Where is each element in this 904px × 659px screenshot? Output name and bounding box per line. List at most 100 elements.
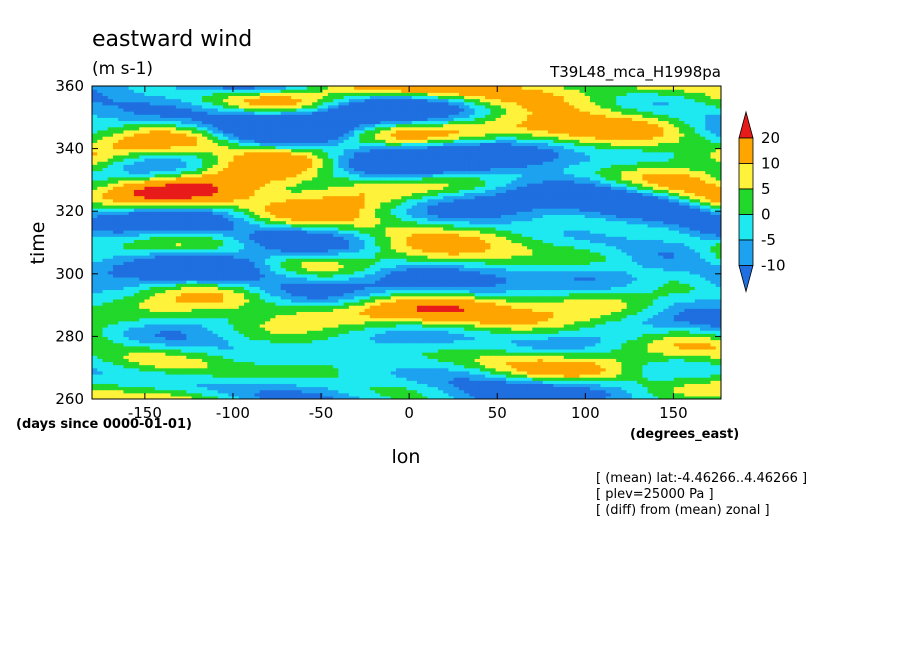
heatmap-cell (689, 320, 696, 325)
heatmap-cell (301, 301, 308, 306)
heatmap-cell (689, 377, 696, 381)
heatmap-cell (191, 392, 198, 397)
heatmap-cell (380, 392, 387, 397)
heatmap-cell (563, 323, 570, 328)
heatmap-cell (679, 383, 685, 388)
heatmap-cell (244, 389, 250, 394)
heatmap-cell (144, 295, 151, 300)
heatmap-cell (380, 327, 387, 331)
heatmap-cell (605, 386, 612, 391)
heatmap-cell (490, 333, 497, 337)
heatmap-cell (694, 358, 701, 363)
heatmap-cell (97, 301, 104, 306)
heatmap-cell (212, 383, 219, 388)
heatmap-cell (338, 383, 345, 388)
heatmap-cell (605, 308, 612, 312)
heatmap-cell (642, 333, 649, 337)
heatmap-cell (149, 370, 156, 375)
heatmap-cell (175, 320, 182, 325)
heatmap-cell (511, 392, 518, 397)
heatmap-cell (259, 380, 266, 384)
heatmap-cell (385, 377, 392, 381)
heatmap-cell (348, 395, 355, 399)
heatmap-cell (259, 361, 266, 366)
heatmap-cell (333, 370, 339, 375)
heatmap-cell (616, 395, 623, 399)
heatmap-cell (610, 348, 617, 353)
heatmap-cell (700, 383, 706, 388)
heatmap-cell (574, 298, 581, 303)
heatmap-cell (532, 308, 539, 312)
heatmap-cell (181, 380, 187, 384)
heatmap-cell (631, 301, 638, 306)
heatmap-cell (568, 352, 575, 356)
heatmap-cell (144, 348, 151, 353)
heatmap-cell (149, 305, 156, 309)
heatmap-cell (170, 314, 177, 319)
heatmap-cell (264, 392, 271, 397)
heatmap-cell (642, 364, 649, 369)
heatmap-cell (270, 373, 277, 378)
heatmap-cell (579, 383, 586, 388)
heatmap-cell (448, 298, 455, 303)
heatmap-cell (144, 389, 151, 394)
heatmap-cell (343, 320, 350, 325)
heatmap-cell (658, 395, 664, 399)
heatmap-cell (228, 395, 235, 399)
heatmap-cell (532, 383, 539, 388)
heatmap-cell (333, 364, 339, 369)
heatmap-cell (186, 380, 193, 384)
heatmap-cell (202, 373, 208, 378)
heatmap-cell (443, 395, 450, 399)
heatmap-cell (490, 367, 497, 372)
heatmap-cell (401, 339, 408, 344)
heatmap-cell (123, 320, 130, 325)
heatmap-cell (375, 308, 381, 312)
heatmap-cell (238, 364, 245, 369)
heatmap-cell (490, 364, 497, 369)
heatmap-cell (595, 392, 602, 397)
heatmap-cell (369, 361, 376, 366)
heatmap-cell (668, 314, 675, 319)
heatmap-cell (181, 367, 187, 372)
heatmap-cell (264, 323, 271, 328)
heatmap-cell (390, 386, 397, 391)
heatmap-cell (306, 364, 313, 369)
heatmap-cell (133, 380, 140, 384)
heatmap-cell (92, 305, 98, 309)
heatmap-cell (495, 367, 502, 372)
heatmap-cell (689, 336, 696, 341)
heatmap-cell (385, 355, 392, 359)
heatmap-cell (479, 342, 486, 347)
heatmap-cell (354, 314, 360, 319)
heatmap-cell (663, 370, 670, 375)
heatmap-cell (705, 352, 712, 356)
heatmap-cell (327, 367, 334, 372)
heatmap-cell (715, 386, 721, 391)
heatmap-cell (112, 345, 119, 350)
heatmap-cell (170, 311, 177, 316)
heatmap-cell (223, 370, 229, 375)
heatmap-cell (133, 373, 140, 378)
heatmap-cell (348, 380, 355, 384)
heatmap-cell (647, 348, 654, 353)
heatmap-cell (312, 327, 318, 331)
heatmap-cell (616, 358, 623, 363)
heatmap-cell (453, 358, 460, 363)
heatmap-cell (97, 308, 104, 312)
heatmap-cell (600, 336, 607, 341)
heatmap-cell (280, 314, 287, 319)
heatmap-cell (579, 317, 586, 322)
heatmap-cell (317, 336, 324, 341)
heatmap-cell (490, 358, 497, 363)
heatmap-cell (516, 336, 523, 341)
heatmap-cell (296, 352, 303, 356)
heatmap-cell (306, 295, 313, 300)
heatmap-cell (710, 370, 717, 375)
heatmap-cell (432, 345, 439, 350)
heatmap-cell (396, 330, 402, 334)
heatmap-cell (631, 361, 638, 366)
heatmap-cell (689, 373, 696, 378)
heatmap-cell (705, 389, 712, 394)
heatmap-cell (642, 355, 649, 359)
